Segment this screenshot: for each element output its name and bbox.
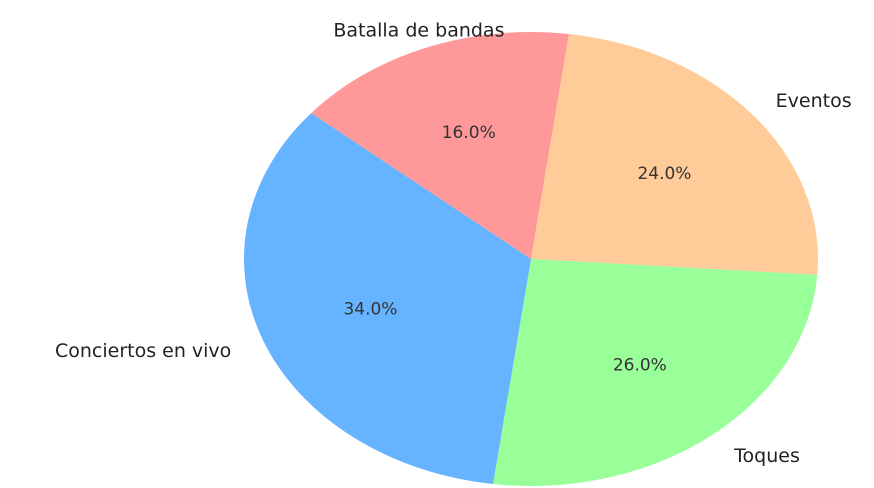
pie-slices <box>244 31 819 486</box>
pie-slice-conciertos-en-vivo <box>244 113 532 485</box>
pie-slice-batalla-de-bandas <box>311 31 569 259</box>
pie-slice-label: Toques <box>733 445 800 467</box>
pie-slice-percent: 16.0% <box>442 123 496 143</box>
pie-slice-percent: 26.0% <box>613 356 667 376</box>
pie-slice-label: Eventos <box>776 90 852 112</box>
pie-slice-label: Conciertos en vivo <box>55 340 231 362</box>
pie-labels: 16.0% Batalla de bandas 24.0% Eventos 26.0% T… <box>55 19 852 467</box>
pie-slice-eventos <box>531 33 819 275</box>
pie-slice-percent: 24.0% <box>637 164 691 184</box>
pie-slice-label: Batalla de bandas <box>333 19 504 41</box>
pie-slice-percent: 34.0% <box>343 299 397 319</box>
pie-slice-toques <box>493 259 818 486</box>
